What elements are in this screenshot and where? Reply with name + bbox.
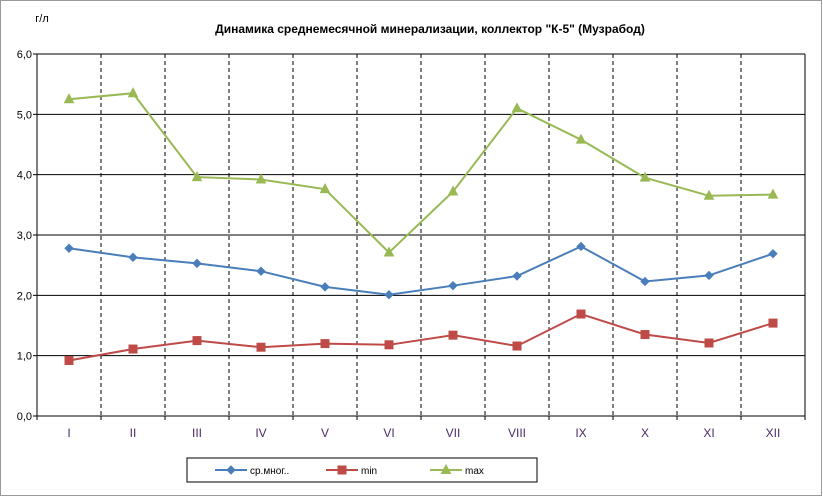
data-point-1 — [704, 270, 714, 281]
x-tick-label: VI — [383, 426, 394, 440]
data-point-2 — [448, 330, 458, 340]
data-point-2 — [576, 309, 586, 319]
data-point-3 — [319, 183, 331, 194]
data-point-1 — [256, 266, 266, 276]
data-point-3 — [127, 87, 139, 98]
x-tick-label: II — [130, 426, 137, 440]
x-tick-label: X — [641, 426, 649, 440]
legend: ср.мног.. min max — [186, 457, 538, 483]
data-point-2 — [256, 342, 266, 352]
x-tick-label: XII — [766, 426, 781, 440]
y-tick-label: 4,0 — [17, 170, 32, 182]
data-point-3 — [447, 185, 459, 196]
legend-swatch-marker — [337, 465, 347, 475]
data-point-3 — [383, 246, 395, 257]
data-point-1 — [640, 276, 650, 287]
x-tick-label: IX — [575, 426, 586, 440]
data-point-2 — [320, 339, 330, 349]
legend-label: ср.мног.. — [250, 466, 289, 477]
legend-label: max — [465, 466, 484, 477]
x-tick-label: XI — [703, 426, 714, 440]
x-tick-label: VIII — [508, 426, 526, 440]
data-point-2 — [128, 344, 138, 354]
data-point-3 — [191, 171, 203, 182]
data-point-1 — [128, 252, 138, 263]
legend-label: min — [361, 466, 377, 477]
data-point-2 — [640, 330, 650, 340]
data-point-1 — [64, 243, 74, 253]
y-tick-label: 2,0 — [17, 290, 32, 302]
data-point-3 — [703, 189, 715, 200]
data-point-2 — [192, 336, 202, 346]
data-point-3 — [255, 173, 267, 184]
data-point-2 — [64, 355, 74, 365]
x-tick-label: VII — [446, 426, 461, 440]
data-point-1 — [320, 282, 330, 292]
data-point-1 — [512, 271, 522, 281]
x-tick-label: III — [192, 426, 202, 440]
legend-swatch-marker — [226, 465, 236, 475]
series-line-2 — [68, 312, 774, 362]
data-point-2 — [768, 318, 778, 328]
data-point-2 — [384, 340, 394, 350]
legend-swatch-marker — [440, 463, 452, 474]
data-point-1 — [576, 241, 586, 252]
x-tick-label: V — [321, 426, 329, 440]
data-point-3 — [511, 102, 523, 113]
y-axis-label: г/л — [35, 13, 49, 25]
data-point-2 — [512, 341, 522, 351]
y-tick-label: 5,0 — [17, 109, 32, 121]
plot-area: 0,01,02,03,04,05,06,0I II III IV V VI VII VIII I… — [17, 49, 806, 440]
data-point-3 — [575, 133, 587, 144]
data-point-3 — [767, 188, 779, 199]
y-tick-label: 3,0 — [17, 230, 32, 242]
data-point-1 — [384, 290, 394, 300]
x-tick-label: I — [67, 426, 70, 440]
data-point-2 — [704, 338, 714, 348]
data-point-1 — [192, 258, 202, 269]
data-point-3 — [63, 93, 75, 104]
y-tick-label: 1,0 — [17, 351, 32, 363]
series-line-1 — [68, 245, 774, 296]
y-tick-label: 6,0 — [17, 49, 32, 61]
y-tick-label: 0,0 — [17, 411, 32, 423]
data-point-1 — [448, 280, 458, 291]
data-point-3 — [639, 171, 651, 182]
data-point-1 — [768, 248, 778, 259]
chart-title: Динамика среднемесячной минерализации, к… — [215, 22, 645, 36]
x-tick-label: IV — [255, 426, 266, 440]
series-line-3 — [68, 92, 774, 254]
